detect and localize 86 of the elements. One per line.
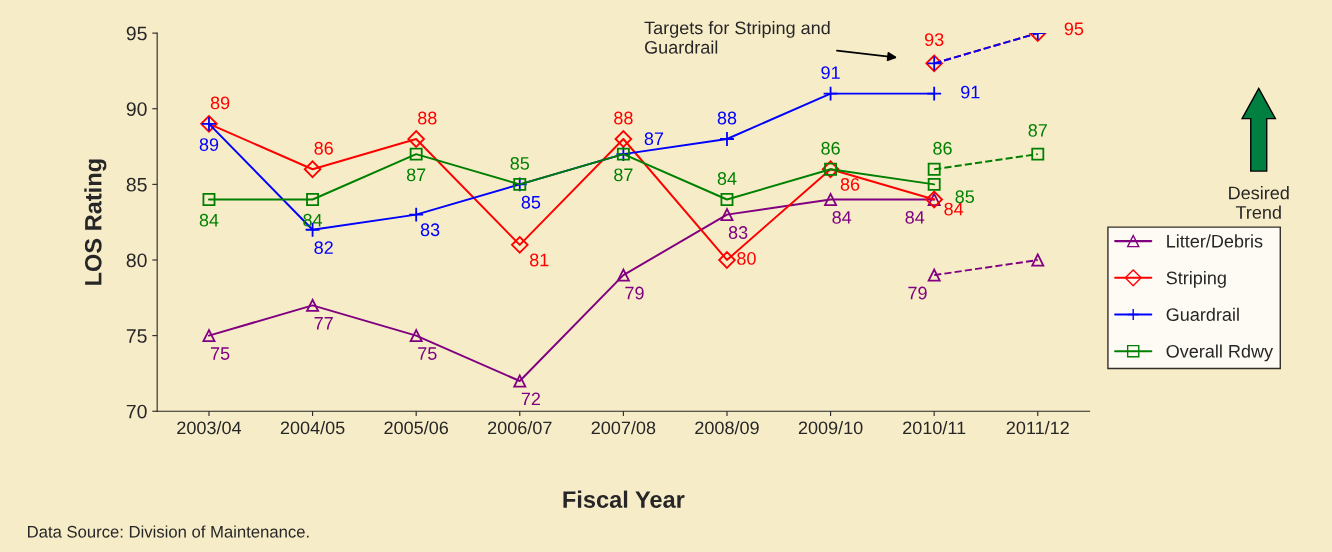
data-label: 84 xyxy=(717,172,737,185)
y-tick-label: 85 xyxy=(126,177,147,192)
data-label: 89 xyxy=(210,96,230,110)
data-label: 84 xyxy=(303,213,323,227)
data-label: 84 xyxy=(199,213,219,227)
point xyxy=(718,251,736,269)
data-label: 77 xyxy=(314,317,333,330)
y-tick-label: 80 xyxy=(126,253,147,268)
x-tick-label: 2008/09 xyxy=(695,420,759,435)
point xyxy=(926,85,943,102)
x-tick-label: 2005/06 xyxy=(384,420,449,435)
text: Desired Trend xyxy=(1229,186,1289,219)
point xyxy=(511,236,529,254)
point xyxy=(306,298,320,312)
source-note: Data Source: Division of Maintenance. xyxy=(28,525,309,538)
x-tick-label: 2003/04 xyxy=(177,420,242,435)
data-label: 93 xyxy=(924,33,944,46)
point xyxy=(409,147,423,161)
data-label: 81 xyxy=(529,253,549,267)
point xyxy=(719,131,735,147)
point xyxy=(720,193,734,206)
point xyxy=(927,177,941,191)
data-label: 82 xyxy=(314,241,333,255)
data-label: 86 xyxy=(314,141,333,155)
x-axis-title: Fiscal Year xyxy=(563,490,685,508)
point xyxy=(408,206,425,223)
data-label: 88 xyxy=(717,111,737,125)
y-axis-title: LOS Rating xyxy=(84,159,107,285)
x-tick-label: 2009/10 xyxy=(798,420,863,435)
x-tick-label: 2007/08 xyxy=(591,420,656,435)
data-label: 79 xyxy=(908,286,927,300)
point xyxy=(720,208,734,222)
y-tick-label: 90 xyxy=(126,102,147,116)
data-label: 87 xyxy=(644,132,664,146)
data-label: 87 xyxy=(1028,123,1047,137)
point xyxy=(824,193,838,206)
data-label: 85 xyxy=(955,190,975,204)
data-label: 86 xyxy=(933,141,952,155)
point xyxy=(409,329,423,343)
data-label: 87 xyxy=(614,168,633,182)
data-label: 95 xyxy=(1064,22,1084,36)
point xyxy=(306,193,320,206)
data-label: 80 xyxy=(737,252,756,265)
point xyxy=(202,193,216,206)
data-label: 87 xyxy=(406,168,426,182)
legend-label: Striping xyxy=(1166,271,1226,288)
point xyxy=(407,130,425,148)
y-tick-label: 70 xyxy=(126,404,147,419)
point xyxy=(1031,253,1045,267)
annotation: Targets for Striping and Guardrail xyxy=(644,21,830,54)
x-tick-label: 2006/07 xyxy=(488,420,552,435)
data-label: 72 xyxy=(521,392,541,406)
point xyxy=(1031,147,1045,161)
point xyxy=(927,268,941,282)
data-label: 83 xyxy=(420,223,440,237)
data-label: 75 xyxy=(418,347,437,360)
data-label: 85 xyxy=(510,156,530,170)
point xyxy=(513,374,527,388)
legend-label: Overall Rdwy xyxy=(1166,344,1274,362)
data-label: 91 xyxy=(821,66,840,80)
data-label: 85 xyxy=(521,195,541,209)
data-label: 86 xyxy=(821,141,840,155)
point xyxy=(303,160,322,179)
x-tick-label: 2004/05 xyxy=(280,420,345,435)
data-label: 84 xyxy=(832,211,852,224)
data-label: 86 xyxy=(840,177,860,191)
point xyxy=(822,85,839,102)
x-tick-label: 2010/11 xyxy=(903,420,966,435)
data-label: 88 xyxy=(418,111,437,125)
y-tick-label: 75 xyxy=(126,329,147,343)
data-label: 91 xyxy=(961,85,980,99)
legend-label: Litter/Debris xyxy=(1167,234,1263,248)
legend-label: Guardrail xyxy=(1166,307,1239,321)
data-label: 75 xyxy=(210,347,230,360)
data-label: 89 xyxy=(199,138,219,151)
data-label: 79 xyxy=(625,286,644,300)
point xyxy=(614,130,633,148)
x-tick-label: 2011/12 xyxy=(1006,420,1069,435)
y-tick-label: 95 xyxy=(126,26,147,41)
data-label: 88 xyxy=(614,111,633,125)
point xyxy=(927,162,941,176)
data-label: 84 xyxy=(905,211,925,224)
data-label: 83 xyxy=(728,226,748,239)
data-label: 84 xyxy=(944,202,964,216)
point xyxy=(202,329,216,343)
point xyxy=(616,268,630,282)
